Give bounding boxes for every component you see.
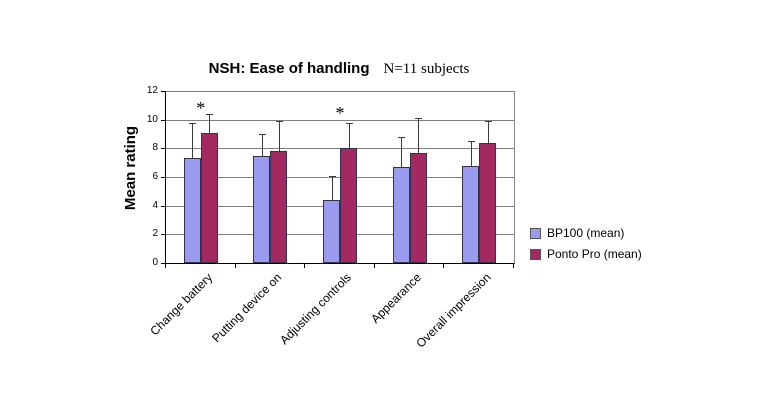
y-tick-label-2: 2 bbox=[152, 228, 158, 240]
error-bar-cap-1-3 bbox=[415, 118, 423, 120]
y-tick-label-10: 10 bbox=[146, 113, 158, 125]
gridline-y10 bbox=[166, 119, 514, 121]
x-tick-mark-2 bbox=[304, 264, 306, 268]
error-bar-cap-0-2 bbox=[328, 175, 336, 177]
legend-label-ponto-pro: Ponto Pro (mean) bbox=[547, 247, 642, 261]
legend-item-bp100: BP100 (mean) bbox=[530, 227, 642, 240]
y-tick-mark-6 bbox=[161, 177, 165, 178]
x-tick-mark-0 bbox=[165, 264, 166, 268]
bar-bp100-0 bbox=[183, 158, 201, 263]
error-bar-cap-1-1 bbox=[275, 121, 283, 123]
plot-area: * * bbox=[165, 91, 515, 264]
y-tick-mark-10 bbox=[161, 119, 165, 121]
x-tick-mark-1 bbox=[234, 264, 236, 268]
chart-title-text: NSH: Ease of handling bbox=[208, 60, 370, 77]
gridline-y12 bbox=[166, 91, 514, 92]
legend-label-bp100: BP100 (mean) bbox=[547, 226, 625, 240]
error-bar-1-1 bbox=[278, 121, 280, 152]
y-tick-label-6: 6 bbox=[152, 171, 158, 182]
category-label-0: Change battery bbox=[147, 270, 216, 339]
y-tick-mark-8 bbox=[161, 148, 165, 150]
chart-title: NSH: Ease of handling N=11 subjects bbox=[165, 60, 513, 78]
bar-bp100-3 bbox=[392, 166, 410, 263]
x-tick-mark-5 bbox=[513, 264, 514, 268]
category-label-3: Appearance bbox=[368, 270, 424, 326]
bar-bp100-2 bbox=[323, 199, 340, 263]
category-label-2: Adjusting controls bbox=[277, 270, 355, 348]
y-tick-mark-0 bbox=[161, 263, 165, 264]
error-bar-cap-1-2 bbox=[345, 122, 353, 124]
x-tick-mark-4 bbox=[443, 264, 445, 268]
legend-item-ponto-pro: Ponto Pro (mean) bbox=[530, 248, 642, 261]
y-tick-mark-12 bbox=[161, 91, 165, 92]
error-bar-cap-0-1 bbox=[258, 134, 266, 135]
annotation-asterisk-1: * bbox=[335, 102, 345, 123]
y-tick-label-12: 12 bbox=[146, 85, 158, 96]
error-bar-cap-1-4 bbox=[484, 121, 492, 123]
y-tick-label-0: 0 bbox=[152, 257, 158, 268]
category-label-1: Putting device on bbox=[209, 270, 285, 346]
y-tick-label-8: 8 bbox=[152, 142, 158, 154]
bar-ponto-3 bbox=[409, 152, 427, 263]
error-bar-0-1 bbox=[261, 134, 263, 156]
error-bar-0-4 bbox=[470, 141, 472, 166]
y-tick-mark-2 bbox=[161, 234, 165, 236]
bar-bp100-1 bbox=[253, 155, 271, 263]
error-bar-cap-0-4 bbox=[467, 141, 475, 143]
error-bar-1-3 bbox=[418, 118, 420, 153]
category-label-4: Overall impression bbox=[413, 270, 494, 351]
legend: BP100 (mean) Ponto Pro (mean) bbox=[530, 227, 642, 269]
x-tick-mark-3 bbox=[373, 264, 375, 268]
error-bar-0-0 bbox=[192, 122, 194, 159]
legend-swatch-ponto-pro bbox=[530, 249, 541, 260]
y-tick-mark-4 bbox=[161, 205, 165, 207]
bar-ponto-4 bbox=[479, 142, 497, 263]
legend-swatch-bp100 bbox=[530, 228, 541, 239]
error-bar-0-2 bbox=[331, 175, 333, 200]
error-bar-0-3 bbox=[401, 136, 403, 167]
bar-ponto-0 bbox=[200, 132, 218, 263]
error-bar-cap-1-0 bbox=[206, 113, 214, 115]
error-bar-1-2 bbox=[348, 122, 350, 149]
error-bar-1-4 bbox=[487, 121, 489, 143]
y-tick-label-4: 4 bbox=[152, 199, 158, 211]
error-bar-cap-0-0 bbox=[189, 122, 197, 124]
y-axis-title: Mean rating bbox=[122, 125, 139, 211]
annotation-asterisk-0: * bbox=[196, 98, 206, 119]
bar-bp100-4 bbox=[462, 165, 480, 263]
bar-ponto-2 bbox=[340, 148, 357, 263]
error-bar-1-0 bbox=[209, 113, 211, 133]
chart-subtitle-text: N=11 subjects bbox=[383, 61, 470, 77]
error-bar-cap-0-3 bbox=[398, 136, 406, 138]
bar-ponto-1 bbox=[270, 151, 288, 263]
